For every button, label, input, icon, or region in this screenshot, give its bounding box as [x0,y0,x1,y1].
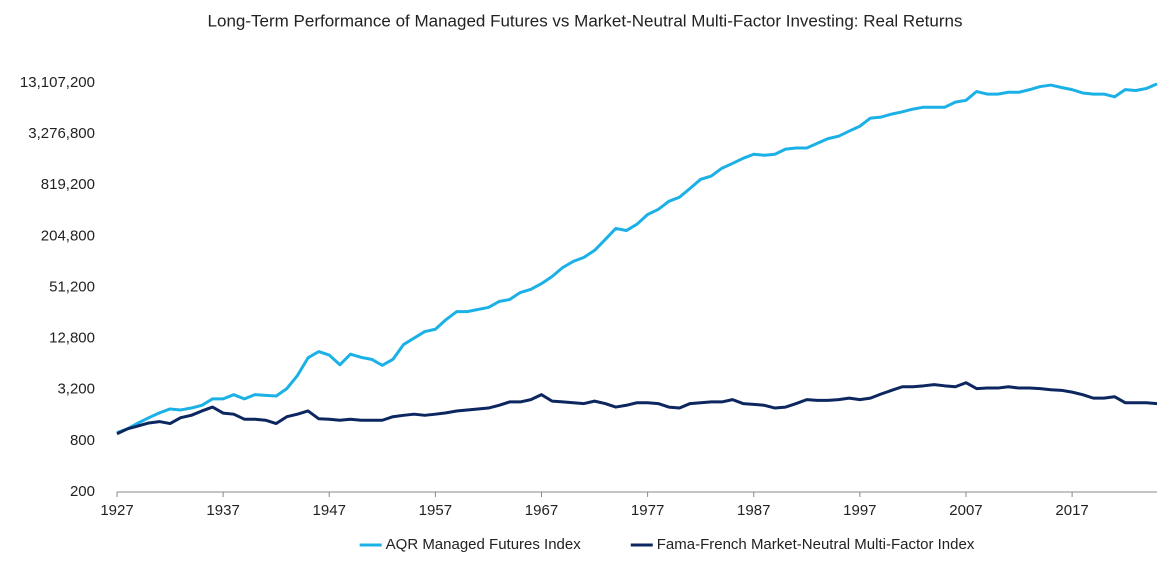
legend-label: Fama-French Market-Neutral Multi-Factor … [657,536,975,553]
y-tick-label: 204,800 [41,227,95,244]
y-tick-label: 12,800 [49,330,95,347]
y-tick-label: 200 [70,483,95,500]
x-tick-label: 1967 [525,502,558,519]
x-tick-label: 1997 [843,502,876,519]
legend-label: AQR Managed Futures Index [386,536,582,553]
x-tick-label: 1987 [737,502,770,519]
chart-title: Long-Term Performance of Managed Futures… [208,11,963,30]
y-tick-label: 819,200 [41,176,95,193]
series-line [116,82,1158,435]
x-tick-label: 2017 [1055,502,1088,519]
y-tick-label: 51,200 [49,278,95,295]
x-tick-label: 2007 [949,502,982,519]
y-tick-label: 3,200 [57,381,95,398]
y-tick-label: 3,276,800 [28,125,95,142]
x-tick-label: 1937 [206,502,239,519]
x-tick-label: 1927 [100,502,133,519]
x-tick-label: 1977 [631,502,664,519]
y-tick-label: 13,107,200 [20,74,95,91]
y-tick-label: 800 [70,432,95,449]
series-line [116,381,1158,436]
x-tick-label: 1947 [313,502,346,519]
x-tick-label: 1957 [419,502,452,519]
